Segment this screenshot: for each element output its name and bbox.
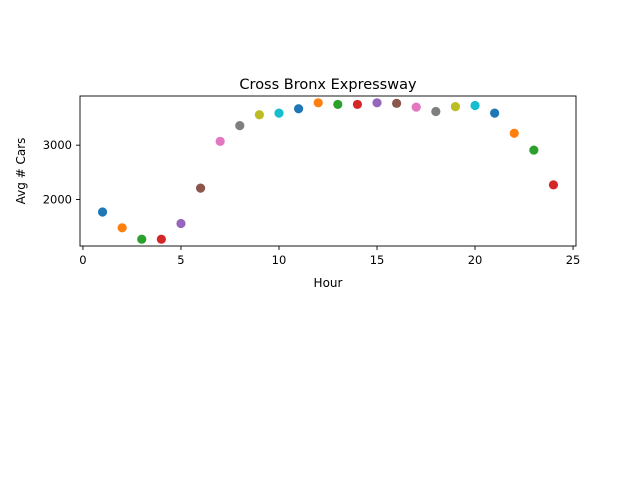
scatter-point [195, 183, 206, 193]
scatter-point [97, 207, 108, 217]
scatter-point [529, 145, 539, 155]
scatter-point [372, 98, 382, 108]
y-tick-label: 2000 [43, 193, 72, 207]
scatter-point [156, 234, 166, 244]
scatter-point [293, 104, 304, 114]
scatter-point [490, 108, 500, 118]
scatter-point [470, 100, 480, 111]
scatter-point [313, 98, 323, 108]
scatter-point [235, 121, 245, 131]
plot-area-frame [79, 95, 577, 247]
x-tick-label: 0 [79, 253, 86, 267]
scatter-point [431, 106, 441, 117]
scatter-point [509, 128, 519, 138]
x-axis-label: Hour [314, 276, 343, 290]
scatter-point [254, 110, 264, 120]
chart-title: Cross Bronx Expressway [239, 77, 417, 93]
x-tick-label: 15 [370, 253, 385, 267]
scatter-point [117, 223, 127, 233]
scatter-point [450, 101, 461, 112]
scatter-point [274, 108, 284, 118]
x-tick-label: 10 [272, 253, 287, 267]
data-points [97, 98, 559, 244]
x-tick-label: 20 [468, 253, 483, 267]
scatter-point [137, 234, 147, 244]
x-tick-label: 5 [177, 253, 184, 267]
y-axis-label: Avg # Cars [14, 138, 28, 205]
scatter-point [548, 180, 559, 190]
x-tick-label: 25 [566, 253, 581, 267]
scatter-point [176, 218, 186, 229]
scatter-point [215, 136, 225, 146]
scatter-point [392, 98, 402, 108]
x-axis-ticks: 0 5 10 15 20 25 [79, 246, 580, 267]
scatter-point [333, 99, 343, 110]
y-tick-label: 3000 [43, 138, 72, 152]
scatter-point [352, 99, 363, 110]
y-axis-ticks: 2000 3000 [43, 138, 80, 207]
scatter-point [411, 102, 421, 112]
